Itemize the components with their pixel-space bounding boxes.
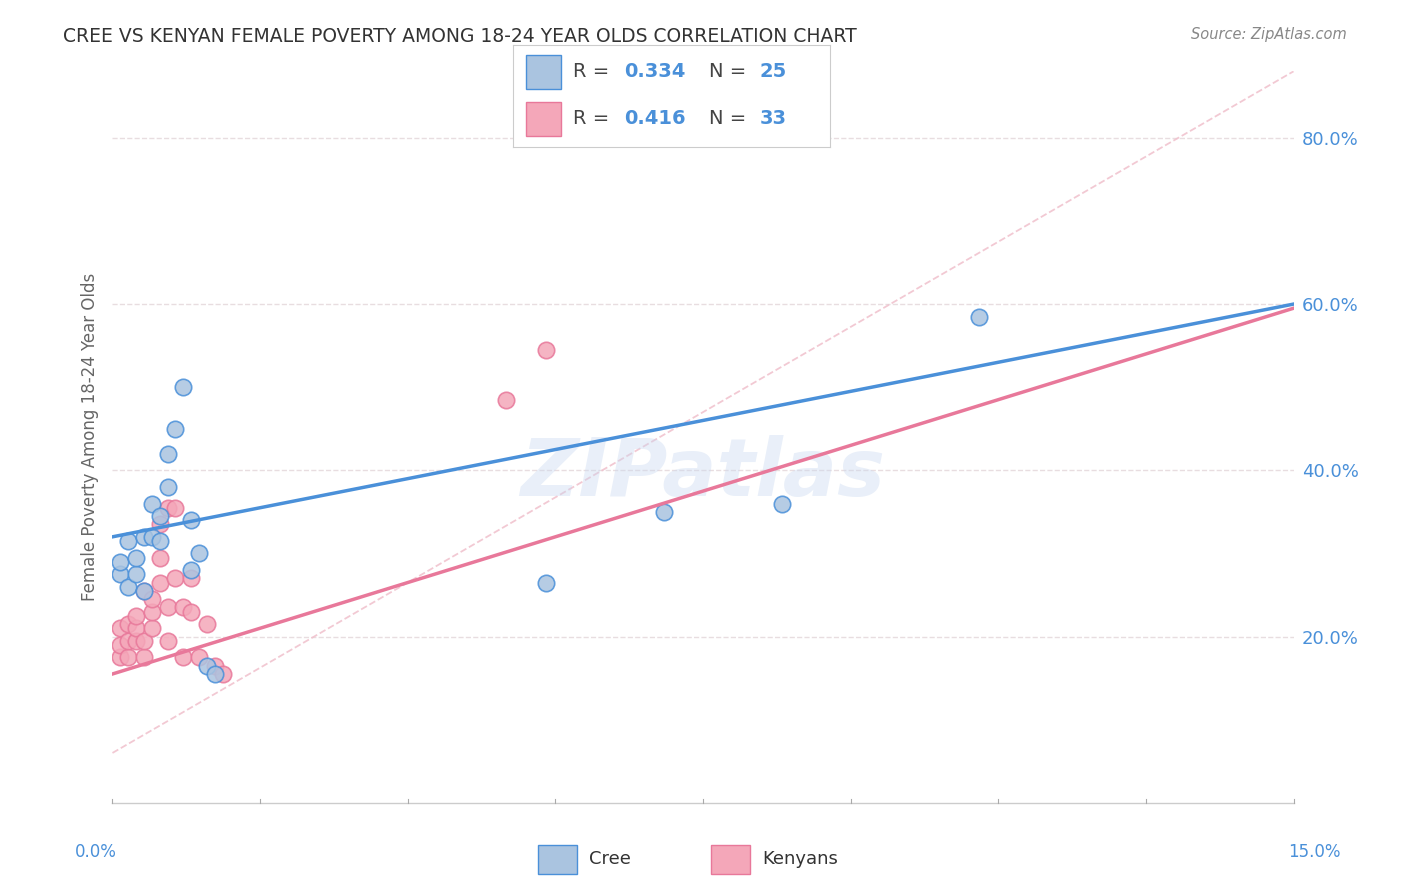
Text: N =: N = (710, 62, 752, 81)
Point (172, 600, 194, 615)
Point (180, 605, 202, 619)
Point (149, 575, 172, 590)
Point (156, 480, 179, 494)
Point (180, 571, 202, 585)
Text: 0.334: 0.334 (624, 62, 685, 81)
Bar (537, 845, 576, 874)
Point (534, 575, 557, 590)
Text: 15.0%: 15.0% (1288, 843, 1341, 861)
Point (156, 633, 179, 648)
Point (125, 550, 148, 565)
Point (132, 530, 155, 544)
Text: R =: R = (574, 109, 616, 128)
Bar (526, 55, 561, 88)
Bar (526, 102, 561, 136)
Point (117, 533, 139, 548)
Point (156, 600, 179, 615)
Text: ZIPatlas: ZIPatlas (520, 434, 886, 513)
Point (195, 617, 218, 632)
Point (180, 513, 202, 527)
Point (141, 497, 163, 511)
Point (149, 517, 172, 532)
Point (211, 667, 233, 681)
Point (125, 621, 148, 635)
Point (125, 633, 148, 648)
Point (195, 658, 218, 673)
Point (141, 530, 163, 544)
Point (110, 650, 132, 665)
Point (188, 546, 211, 560)
Point (132, 650, 155, 665)
Point (165, 571, 187, 585)
Point (534, 343, 557, 357)
Point (156, 500, 179, 515)
Text: 0.416: 0.416 (624, 109, 686, 128)
Point (165, 500, 187, 515)
Point (967, 310, 990, 324)
Point (110, 638, 132, 652)
Point (149, 509, 172, 524)
Bar (711, 845, 751, 874)
Point (110, 555, 132, 569)
Point (117, 617, 139, 632)
Point (117, 580, 139, 594)
Point (125, 608, 148, 623)
Point (141, 605, 163, 619)
Text: Kenyans: Kenyans (762, 849, 838, 868)
Point (652, 505, 675, 519)
Point (180, 563, 202, 577)
Point (172, 380, 194, 394)
Point (117, 633, 139, 648)
Point (495, 392, 517, 407)
Text: 25: 25 (759, 62, 787, 81)
Point (141, 592, 163, 607)
Point (117, 650, 139, 665)
Point (132, 583, 155, 598)
Text: CREE VS KENYAN FEMALE POVERTY AMONG 18-24 YEAR OLDS CORRELATION CHART: CREE VS KENYAN FEMALE POVERTY AMONG 18-2… (63, 27, 858, 45)
Text: 0.0%: 0.0% (75, 843, 117, 861)
Point (188, 650, 211, 665)
Point (165, 422, 187, 436)
Text: Cree: Cree (589, 849, 631, 868)
Point (110, 567, 132, 582)
Point (156, 447, 179, 461)
Point (110, 621, 132, 635)
Point (204, 667, 226, 681)
Point (141, 621, 163, 635)
Text: R =: R = (574, 62, 616, 81)
Point (770, 497, 793, 511)
Text: 33: 33 (759, 109, 787, 128)
Y-axis label: Female Poverty Among 18-24 Year Olds: Female Poverty Among 18-24 Year Olds (80, 273, 98, 601)
Point (172, 650, 194, 665)
Text: Source: ZipAtlas.com: Source: ZipAtlas.com (1191, 27, 1347, 42)
Text: N =: N = (710, 109, 752, 128)
Point (132, 583, 155, 598)
Point (204, 658, 226, 673)
Point (149, 533, 172, 548)
Point (132, 633, 155, 648)
Point (149, 550, 172, 565)
Point (125, 567, 148, 582)
